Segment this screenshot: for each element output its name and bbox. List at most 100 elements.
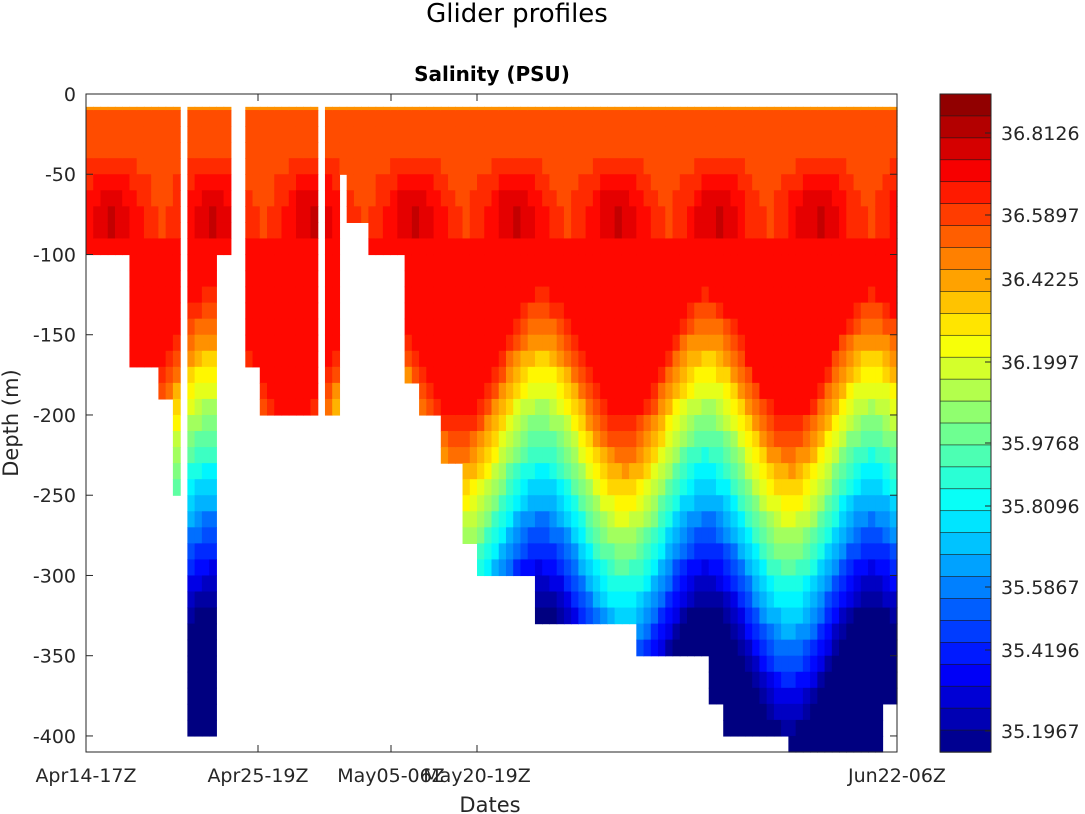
heatmap-cell — [165, 254, 174, 272]
heatmap-cell — [578, 158, 587, 175]
heatmap-cell — [404, 106, 413, 111]
heatmap-cell — [788, 431, 797, 448]
heatmap-cell — [752, 623, 761, 641]
heatmap-cell — [846, 222, 855, 240]
heatmap-cell — [462, 398, 471, 416]
heatmap-cell — [426, 254, 435, 272]
heatmap-cell — [672, 591, 681, 609]
heatmap-cell — [484, 334, 493, 352]
heatmap-cell — [737, 222, 746, 240]
heatmap-cell — [477, 447, 485, 464]
heatmap-cell — [107, 126, 116, 143]
heatmap-cell — [817, 719, 826, 737]
heatmap-cell — [824, 735, 833, 753]
heatmap-cell — [636, 527, 645, 544]
heatmap-cell — [187, 543, 196, 561]
heatmap-cell — [549, 222, 558, 240]
heatmap-cell — [853, 318, 862, 336]
heatmap-cell — [426, 222, 435, 240]
heatmap-cell — [172, 190, 181, 207]
heatmap-cell — [773, 318, 782, 336]
heatmap-cell — [766, 110, 775, 127]
heatmap-cell — [672, 639, 681, 657]
heatmap-cell — [397, 190, 406, 207]
heatmap-cell — [440, 110, 449, 127]
heatmap-cell — [332, 222, 341, 240]
heatmap-cell — [107, 238, 116, 256]
heatmap-cell — [571, 158, 579, 175]
heatmap-cell — [781, 671, 789, 689]
heatmap-cell — [643, 495, 652, 512]
heatmap-cell — [267, 398, 275, 416]
heatmap-cell — [744, 431, 753, 448]
heatmap-cell — [868, 382, 876, 400]
heatmap-cell — [448, 106, 456, 111]
heatmap-cell — [889, 495, 898, 512]
heatmap-cell — [245, 238, 254, 256]
heatmap-cell — [853, 366, 862, 384]
heatmap-cell — [281, 142, 290, 159]
heatmap-cell — [426, 366, 435, 384]
heatmap-cell — [469, 511, 478, 528]
heatmap-cell — [817, 286, 826, 304]
heatmap-cell — [679, 286, 688, 304]
heatmap-cell — [571, 559, 579, 577]
heatmap-cell — [563, 110, 572, 127]
heatmap-cell — [549, 318, 558, 336]
heatmap-cell — [636, 511, 645, 528]
heatmap-cell — [209, 318, 217, 336]
heatmap-cell — [824, 222, 833, 240]
heatmap-cell — [694, 479, 703, 496]
heatmap-cell — [563, 174, 572, 191]
heatmap-cell — [122, 106, 131, 111]
heatmap-cell — [194, 206, 203, 223]
heatmap-cell — [563, 447, 572, 464]
heatmap-cell — [245, 350, 254, 368]
heatmap-cell — [672, 110, 681, 127]
heatmap-cell — [578, 110, 587, 127]
heatmap-cell — [853, 447, 862, 464]
heatmap-cell — [665, 543, 674, 561]
heatmap-cell — [592, 318, 601, 336]
heatmap-cell — [404, 366, 413, 384]
heatmap-cell — [860, 655, 869, 673]
heatmap-cell — [520, 190, 529, 207]
heatmap-cell — [650, 158, 659, 175]
heatmap-cell — [477, 286, 485, 304]
heatmap-cell — [100, 190, 109, 207]
heatmap-cell — [824, 334, 833, 352]
heatmap-cell — [368, 238, 377, 256]
heatmap-cell — [455, 238, 464, 256]
heatmap-cell — [534, 543, 543, 561]
heatmap-cell — [715, 607, 724, 625]
heatmap-cell — [723, 126, 732, 143]
heatmap-cell — [723, 575, 732, 593]
heatmap-cell — [679, 607, 688, 625]
heatmap-cell — [701, 591, 710, 609]
heatmap-cell — [773, 575, 782, 593]
heatmap-cell — [831, 318, 840, 336]
heatmap-cell — [672, 350, 681, 368]
heatmap-cell — [491, 238, 500, 256]
heatmap-cell — [621, 559, 630, 577]
heatmap-cell — [810, 543, 818, 561]
heatmap-cell — [766, 382, 775, 400]
heatmap-cell — [505, 222, 514, 240]
heatmap-cell — [600, 463, 608, 480]
heatmap-cell — [440, 174, 449, 191]
heatmap-cell — [759, 463, 768, 480]
heatmap-cell — [636, 559, 645, 577]
heatmap-cell — [759, 350, 768, 368]
heatmap-cell — [875, 350, 884, 368]
heatmap-cell — [397, 174, 406, 191]
heatmap-cell — [679, 110, 688, 127]
y-tick-label: -100 — [33, 244, 76, 266]
heatmap-cell — [440, 222, 449, 240]
heatmap-cell — [303, 270, 312, 288]
heatmap-cell — [542, 447, 551, 464]
heatmap-cell — [194, 398, 203, 416]
heatmap-cell — [810, 414, 818, 432]
colorbar-segment — [939, 576, 992, 600]
heatmap-cell — [556, 463, 565, 480]
heatmap-cell — [426, 382, 435, 400]
